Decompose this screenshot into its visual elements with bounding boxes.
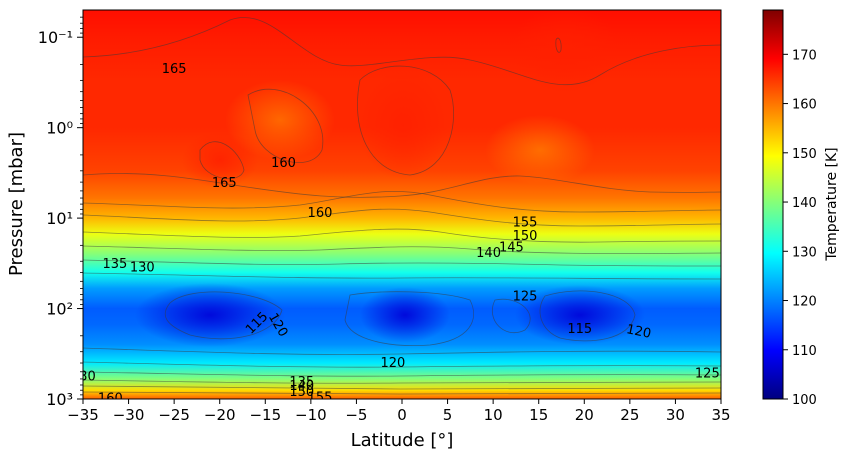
- lighter-region: [485, 115, 595, 185]
- contour-label: 125: [695, 367, 720, 382]
- lighter-region: [225, 80, 335, 160]
- contour-line: [83, 245, 721, 254]
- contour-line: [83, 208, 721, 227]
- contour-line: [555, 37, 562, 53]
- contour-lines: [83, 17, 721, 395]
- contour-label: 160: [308, 206, 333, 221]
- x-tick-label: 15: [529, 406, 548, 424]
- colorbar-tick-label: 140: [792, 196, 817, 211]
- contour-label: 115: [567, 322, 592, 337]
- contour-label: 135: [102, 257, 127, 272]
- x-tick-label: −20: [204, 406, 236, 424]
- warm-region: [358, 70, 448, 180]
- x-tick-label: −30: [113, 406, 145, 424]
- cold-region: [135, 283, 285, 347]
- y-tick-label: 10²: [46, 300, 73, 319]
- contour-line: [83, 173, 721, 198]
- contour-label: 145: [499, 240, 524, 255]
- colorbar-tick-label: 120: [792, 295, 817, 310]
- contour-line: [344, 291, 474, 346]
- contour-label: 165: [162, 62, 187, 77]
- colorbar-label: Temperature [K]: [824, 147, 840, 261]
- x-tick-label: −15: [249, 406, 281, 424]
- colorbar-gradient: [762, 9, 784, 400]
- x-axis: −35 −30 −25 −20 −15 −10 −5 0 5 10 15 20 25 30 35: [67, 399, 731, 424]
- contour-line: [83, 391, 721, 395]
- contour-label: 120: [625, 322, 652, 342]
- contour-label: 30: [79, 370, 96, 385]
- x-tick-label: 10: [484, 406, 503, 424]
- colorbar-tick-label: 170: [792, 48, 817, 63]
- contour-line: [83, 228, 721, 243]
- y-tick-label: 10¹: [46, 209, 73, 228]
- contour-line: [83, 272, 721, 280]
- contour-label: 135: [289, 375, 314, 390]
- colorbar: 100 110 120 130 140 150 160 170 Temperature [K]: [762, 9, 840, 408]
- colorbar-tick-label: 160: [792, 98, 817, 113]
- contour-line: [83, 259, 721, 267]
- colorbar-tick-label: 150: [792, 147, 817, 162]
- contour-line: [539, 290, 636, 342]
- contour-label: 155: [308, 391, 333, 406]
- y-tick-label: 10⁻¹: [38, 28, 73, 47]
- contour-line: [83, 371, 721, 377]
- x-tick-label: 5: [443, 406, 453, 424]
- x-tick-label: 30: [666, 406, 685, 424]
- colorbar-tick-label: 110: [792, 344, 817, 359]
- x-tick-label: 20: [575, 406, 594, 424]
- contour-label: 130: [130, 260, 155, 275]
- colorbar-ticks: 100 110 120 130 140 150 160 170: [783, 48, 817, 408]
- contour-line: [357, 65, 454, 176]
- y-tick-label: 10³: [46, 390, 73, 409]
- contour-line: [83, 347, 721, 355]
- x-tick-label: −25: [158, 406, 190, 424]
- contour-label: 120: [380, 356, 405, 371]
- contour-label: 150: [513, 229, 538, 244]
- contour-line: [247, 88, 324, 164]
- colorbar-tick-label: 100: [792, 393, 817, 408]
- contour-label: 160: [271, 156, 296, 171]
- contour-line: [199, 141, 245, 179]
- contour-label: 150: [289, 385, 314, 400]
- contour-label: 155: [513, 215, 538, 230]
- cold-region: [360, 287, 450, 343]
- y-axis-label: Pressure [mbar]: [6, 132, 27, 276]
- contour-line: [83, 361, 721, 368]
- contour-line: [83, 190, 721, 213]
- contour-label: 140: [476, 246, 501, 261]
- y-axis: 10⁻¹ 10⁰ 10¹ 10² 10³: [38, 16, 83, 409]
- x-tick-label: −10: [295, 406, 327, 424]
- x-tick-label: −35: [67, 406, 99, 424]
- colorbar-tick-label: 130: [792, 245, 817, 260]
- contour-line: [164, 291, 283, 340]
- field-anomalies: [135, 10, 645, 347]
- contour-label: 140: [289, 379, 314, 394]
- x-axis-label: Latitude [°]: [351, 430, 454, 451]
- x-tick-label: −5: [345, 406, 367, 424]
- contour-label: 160: [98, 391, 123, 406]
- x-tick-label: 25: [620, 406, 639, 424]
- contour-line: [83, 17, 721, 86]
- y-tick-label: 10⁰: [46, 119, 73, 138]
- contour-line: [83, 379, 721, 384]
- contour-label: 165: [212, 176, 237, 191]
- x-tick-label: 0: [397, 406, 407, 424]
- warm-region: [510, 10, 620, 95]
- x-tick-label: 35: [711, 406, 730, 424]
- contour-line: [492, 298, 531, 333]
- contour-label: 125: [513, 290, 538, 305]
